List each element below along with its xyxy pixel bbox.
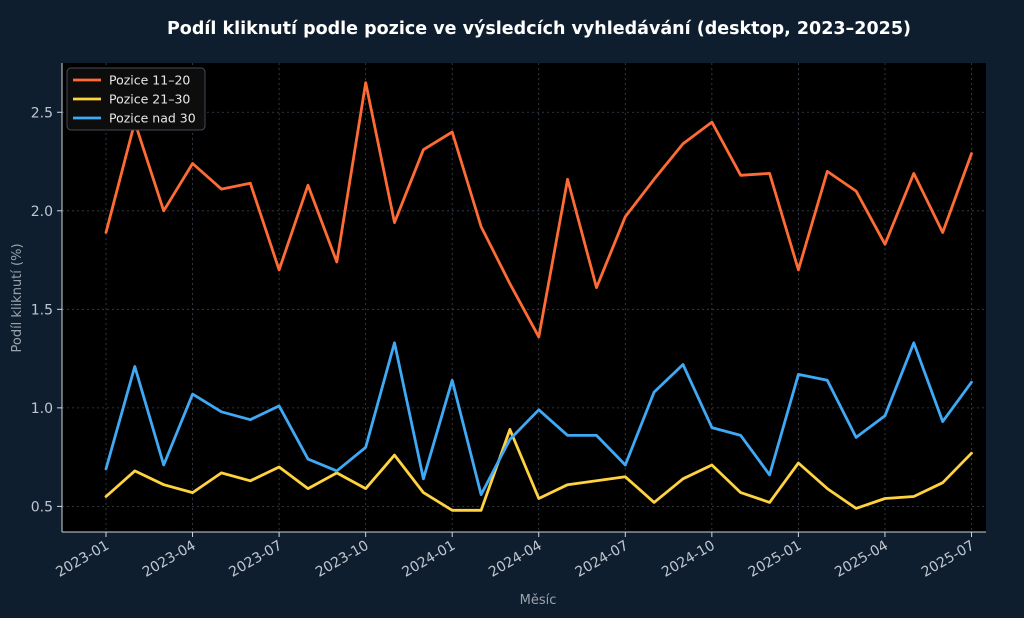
series-line-2 — [104, 428, 973, 512]
series-line-3 — [104, 341, 973, 497]
y-tick-label: 2.0 — [31, 204, 53, 220]
y-tick-label: 0.5 — [31, 499, 53, 515]
x-axis-label: Měsíc — [520, 593, 557, 608]
y-tick-label: 2.5 — [31, 105, 53, 121]
series-group — [104, 81, 973, 512]
y-tick-label: 1.5 — [31, 302, 53, 318]
legend-label-3: Pozice nad 30 — [109, 111, 196, 126]
series-line-1 — [104, 81, 973, 339]
y-tick-label: 1.0 — [31, 401, 53, 417]
chart-title: Podíl kliknutí podle pozice ve výsledcíc… — [167, 19, 911, 39]
legend: Pozice 11–20 Pozice 21–30 Pozice nad 30 — [66, 67, 206, 131]
legend-box — [66, 67, 206, 131]
legend-label-1: Pozice 11–20 — [109, 73, 190, 88]
y-axis-label: Podíl kliknutí (%) — [10, 243, 25, 352]
axes — [61, 63, 986, 533]
legend-label-2: Pozice 21–30 — [109, 92, 190, 107]
plot-area — [62, 63, 986, 532]
